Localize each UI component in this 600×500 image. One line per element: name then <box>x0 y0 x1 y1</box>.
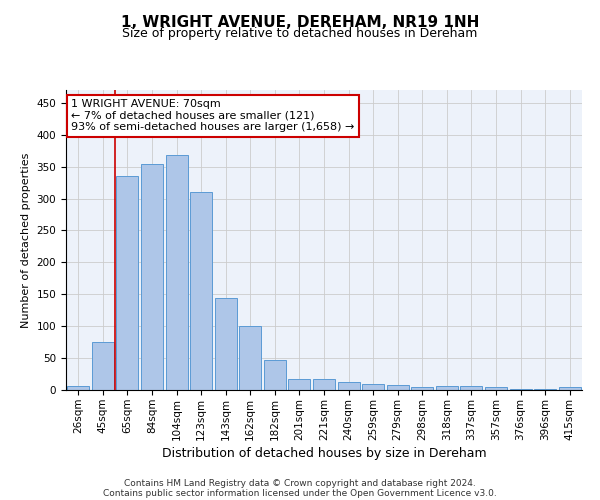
Bar <box>190 192 212 390</box>
Bar <box>313 378 335 390</box>
X-axis label: Distribution of detached houses by size in Dereham: Distribution of detached houses by size … <box>161 446 487 460</box>
Bar <box>460 386 482 390</box>
Bar <box>362 384 384 390</box>
Bar <box>509 388 532 390</box>
Y-axis label: Number of detached properties: Number of detached properties <box>21 152 31 328</box>
Bar <box>436 386 458 390</box>
Text: 1, WRIGHT AVENUE, DEREHAM, NR19 1NH: 1, WRIGHT AVENUE, DEREHAM, NR19 1NH <box>121 15 479 30</box>
Bar <box>215 298 237 390</box>
Bar <box>116 176 139 390</box>
Bar <box>264 360 286 390</box>
Bar <box>338 382 359 390</box>
Bar <box>559 388 581 390</box>
Bar <box>386 385 409 390</box>
Bar <box>411 388 433 390</box>
Bar <box>141 164 163 390</box>
Text: Contains public sector information licensed under the Open Government Licence v3: Contains public sector information licen… <box>103 488 497 498</box>
Bar <box>166 155 188 390</box>
Bar <box>92 342 114 390</box>
Bar <box>289 378 310 390</box>
Bar <box>67 386 89 390</box>
Text: Contains HM Land Registry data © Crown copyright and database right 2024.: Contains HM Land Registry data © Crown c… <box>124 478 476 488</box>
Bar <box>239 326 262 390</box>
Text: 1 WRIGHT AVENUE: 70sqm
← 7% of detached houses are smaller (121)
93% of semi-det: 1 WRIGHT AVENUE: 70sqm ← 7% of detached … <box>71 99 355 132</box>
Bar <box>485 388 507 390</box>
Text: Size of property relative to detached houses in Dereham: Size of property relative to detached ho… <box>122 28 478 40</box>
